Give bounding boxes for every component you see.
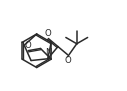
Text: N: N [45, 48, 51, 57]
Text: O: O [25, 41, 31, 50]
Text: O: O [65, 56, 71, 65]
Text: O: O [45, 29, 52, 38]
